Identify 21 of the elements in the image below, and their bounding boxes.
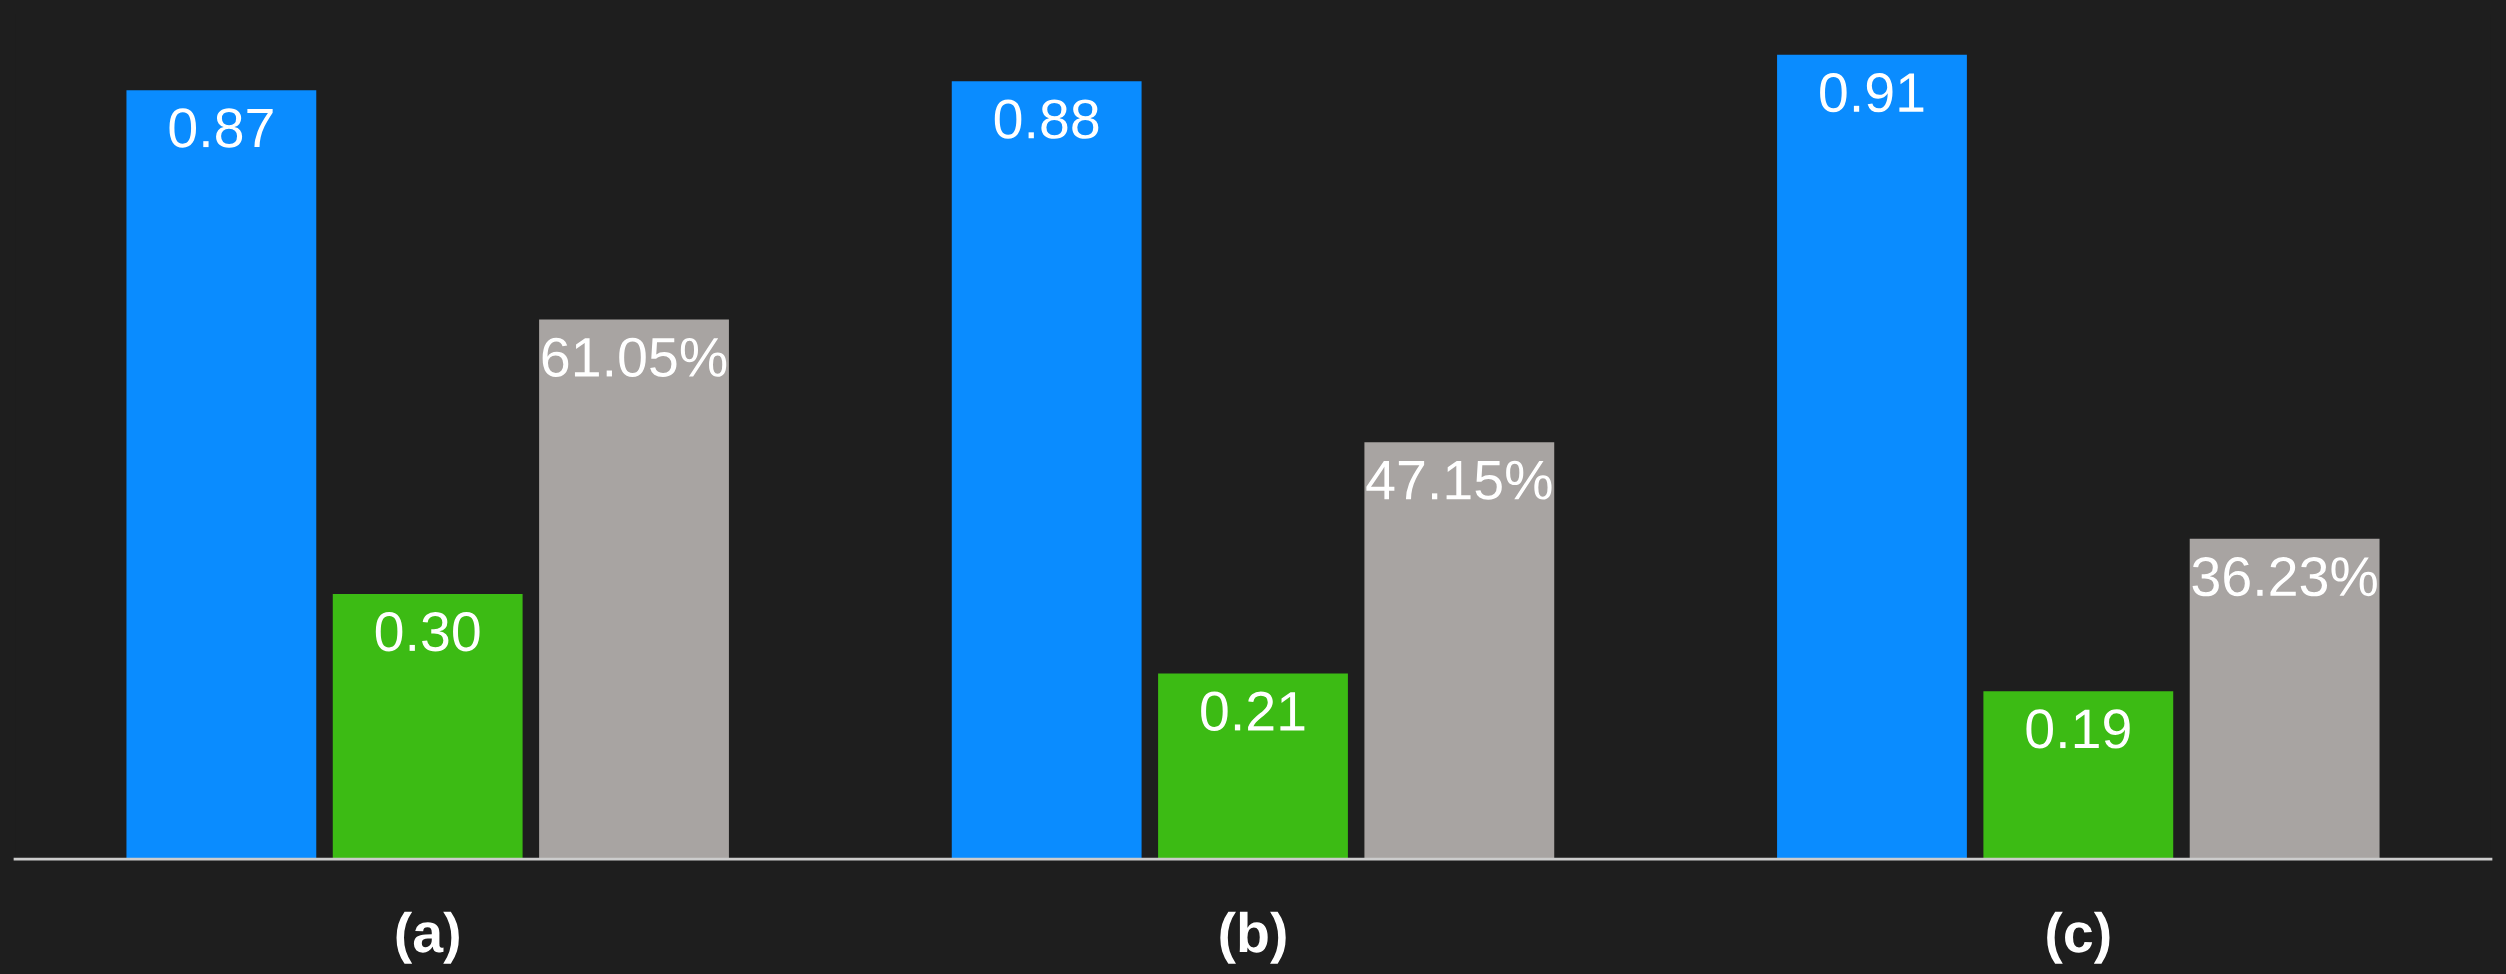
x-tick-label: (a) <box>396 911 459 964</box>
bar <box>2189 538 2380 860</box>
data-label: 0.21 <box>1201 691 1305 731</box>
bar <box>332 593 523 860</box>
x-tick-label: (b) <box>1220 911 1286 964</box>
data-label: 0.19 <box>2026 709 2130 749</box>
bar <box>539 319 729 860</box>
data-label: 0.91 <box>1820 72 1924 113</box>
bar <box>1777 54 1967 860</box>
data-label: 36.23% <box>2192 557 2377 597</box>
bar <box>1983 691 2174 860</box>
data-label: 47.15% <box>1366 460 1552 500</box>
data-label: 61.05% <box>542 337 727 377</box>
bar <box>951 81 1142 860</box>
data-label: 0.88 <box>994 99 1099 139</box>
bar <box>1158 673 1348 860</box>
x-tick-label: (c) <box>2047 911 2110 964</box>
data-label: 0.87 <box>169 108 273 148</box>
bar <box>1364 442 1555 860</box>
data-label: 0.30 <box>375 612 480 652</box>
bar <box>126 90 317 860</box>
